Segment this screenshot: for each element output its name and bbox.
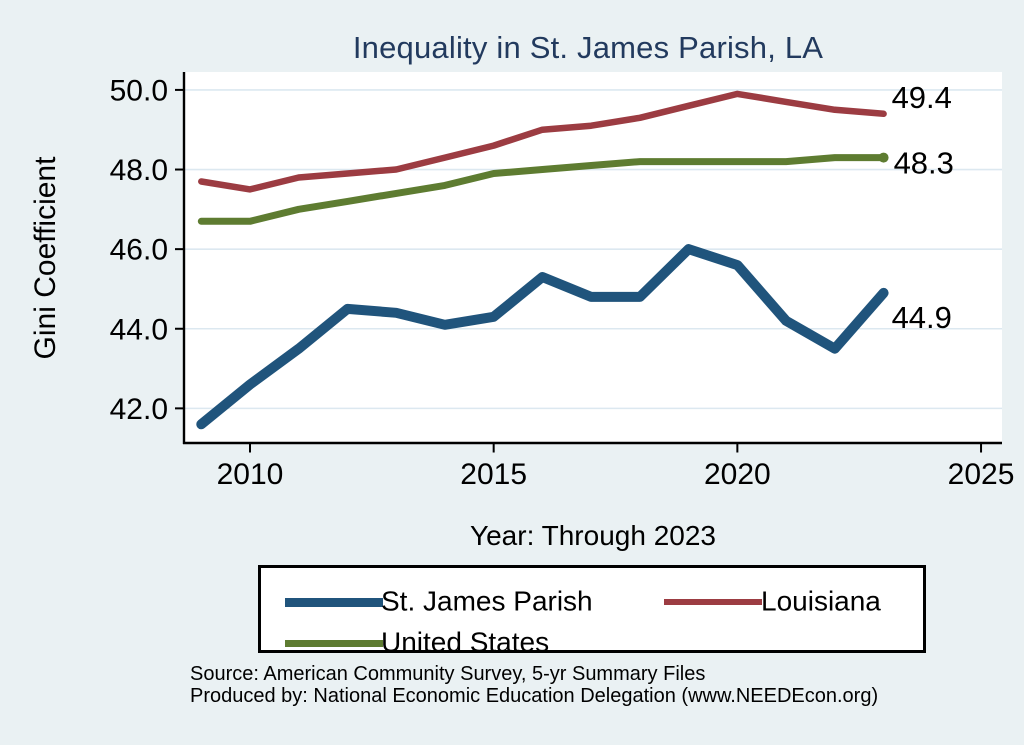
- series-line-st-james-parish: [196, 244, 889, 430]
- x-tick-label: 2010: [217, 458, 284, 491]
- series-end-label-st-james-parish: 44.9: [892, 300, 952, 335]
- y-tick-label: 44.0: [110, 313, 168, 346]
- x-tick-label: 2015: [460, 458, 527, 491]
- legend-label-st-james-parish: St. James Parish: [381, 585, 593, 617]
- y-tick-label: 46.0: [110, 234, 168, 267]
- series-line-louisiana: [198, 90, 887, 193]
- x-tick-label: 2020: [704, 458, 771, 491]
- chart-title: Inequality in St. James Parish, LA: [352, 30, 824, 65]
- legend-swatch-united-states: [285, 639, 383, 647]
- x-tick-label: 2025: [948, 458, 1015, 491]
- produced-by-line: Produced by: National Economic Education…: [190, 685, 879, 707]
- legend-swatch-louisiana: [664, 598, 762, 606]
- legend-label-louisiana: Louisiana: [761, 585, 881, 617]
- legend-box: St. James Parish Louisiana United States: [258, 565, 926, 657]
- y-tick-label: 48.0: [110, 154, 168, 187]
- series-end-label-united-states: 48.3: [894, 146, 954, 181]
- x-axis-title: Year: Through 2023: [470, 520, 716, 551]
- plot-area: 42.0 44.0 46.0 48.0 50.0 2010 2015 2020 2025 44.9…: [110, 72, 1015, 491]
- source-line: Source: American Community Survey, 5-yr …: [190, 663, 706, 685]
- plot-background: [184, 72, 1002, 443]
- legend-label-united-states: United States: [381, 626, 550, 658]
- series-end-marker-united-states: [878, 152, 889, 163]
- y-tick-label: 42.0: [110, 393, 168, 426]
- series-line-united-states: [197, 154, 888, 225]
- source-note: Source: American Community Survey, 5-yr …: [190, 663, 878, 707]
- series-end-label-louisiana: 49.4: [892, 80, 952, 115]
- y-tick-label: 50.0: [110, 74, 168, 107]
- legend-swatch-st-james-parish: [285, 597, 383, 607]
